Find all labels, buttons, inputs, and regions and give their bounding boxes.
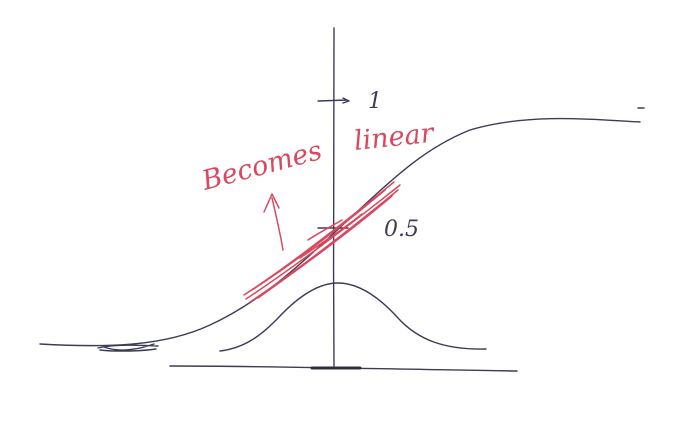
upper-marker-label: 1: [368, 89, 382, 114]
bell-curve: [219, 282, 487, 352]
note-right: linear: [352, 118, 437, 157]
curve-scribble: [97, 343, 159, 352]
red-arrow: [263, 193, 284, 251]
linear-region-highlight: [243, 181, 401, 303]
upper-tick: [317, 97, 350, 104]
note-left: Becomes: [198, 135, 325, 197]
sigmoid-curve: [39, 117, 641, 347]
midpoint-marker-label: 0.5: [384, 217, 419, 242]
